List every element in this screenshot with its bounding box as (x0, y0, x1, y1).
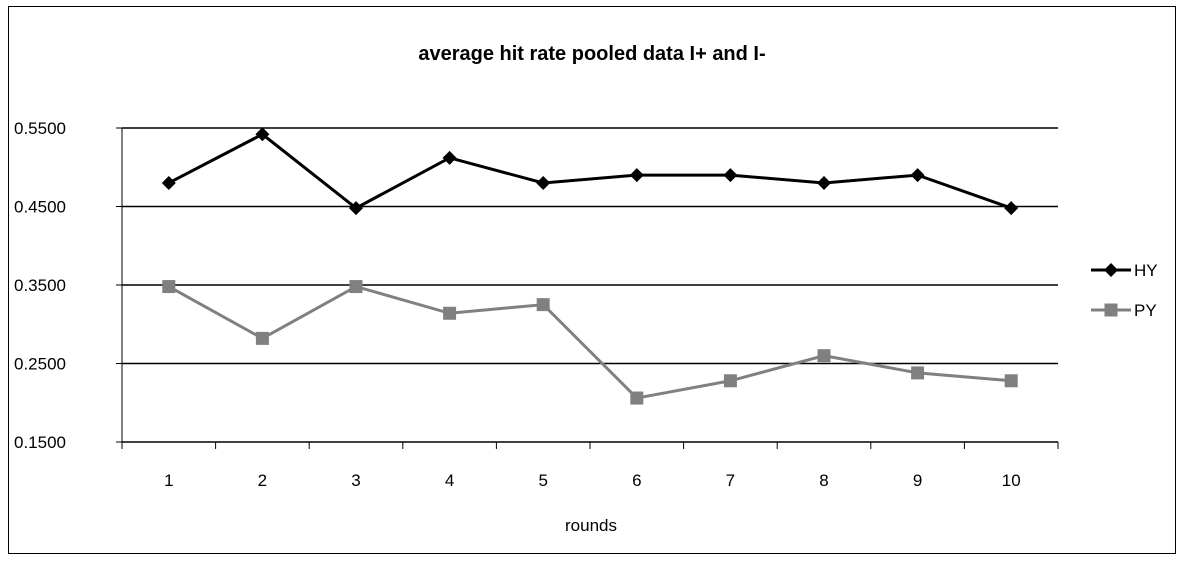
x-tick-label: 7 (726, 471, 735, 490)
data-point-hy (442, 150, 457, 165)
data-point-hy (910, 168, 925, 183)
y-tick-label: 0.1500 (14, 433, 66, 452)
y-tick-label: 0.2500 (14, 355, 66, 374)
legend-label-py: PY (1134, 301, 1157, 320)
data-point-hy (349, 201, 363, 216)
series-layer (161, 127, 1019, 405)
data-point-hy (255, 127, 270, 142)
legend-item-hy: HY (1091, 261, 1158, 280)
legend: HY PY (1091, 261, 1158, 320)
axes: 0.1500 0.2500 0.3500 0.4500 0.5500 1 2 3 4 5 6 7 8 9 1… (14, 119, 1059, 490)
data-point-py (817, 349, 831, 363)
x-tick-label: 3 (351, 471, 360, 490)
data-point-py (630, 391, 644, 405)
x-tick-label: 8 (819, 471, 828, 490)
chart-frame (8, 6, 1176, 554)
x-tick-label: 10 (1002, 471, 1021, 490)
data-point-py (536, 298, 550, 312)
data-point-hy (629, 168, 644, 183)
series-line-hy (168, 132, 1012, 210)
x-axis-label: rounds (565, 516, 617, 535)
series-hy (161, 127, 1019, 216)
x-tick-label: 6 (632, 471, 641, 490)
grid-lines (122, 127, 1058, 365)
y-tick-label: 0.5500 (14, 119, 66, 138)
x-tick-label: 9 (913, 471, 922, 490)
legend-marker-hy (1104, 263, 1118, 277)
x-tick-label: 2 (258, 471, 267, 490)
data-point-py (255, 331, 269, 345)
legend-marker-py (1104, 303, 1118, 317)
data-point-py (443, 306, 457, 320)
data-point-hy (536, 175, 551, 190)
data-point-hy (1004, 201, 1019, 216)
x-tick-label: 5 (538, 471, 547, 490)
data-point-py (349, 280, 363, 294)
y-tick-label: 0.3500 (14, 276, 66, 295)
data-point-hy (161, 175, 176, 190)
series-line-py (168, 284, 1012, 400)
x-tick-label: 4 (445, 471, 454, 490)
x-tick-label: 1 (164, 471, 173, 490)
data-point-hy (723, 168, 738, 183)
y-tick-label: 0.4500 (14, 198, 66, 217)
data-point-py (723, 374, 737, 388)
chart-title: average hit rate pooled data I+ and I- (418, 43, 765, 65)
data-point-py (911, 366, 925, 380)
legend-label-hy: HY (1134, 261, 1158, 280)
legend-item-py: PY (1091, 301, 1157, 320)
series-py (162, 280, 1018, 405)
data-point-py (162, 280, 176, 294)
data-point-hy (817, 175, 831, 190)
data-point-py (1004, 374, 1018, 388)
